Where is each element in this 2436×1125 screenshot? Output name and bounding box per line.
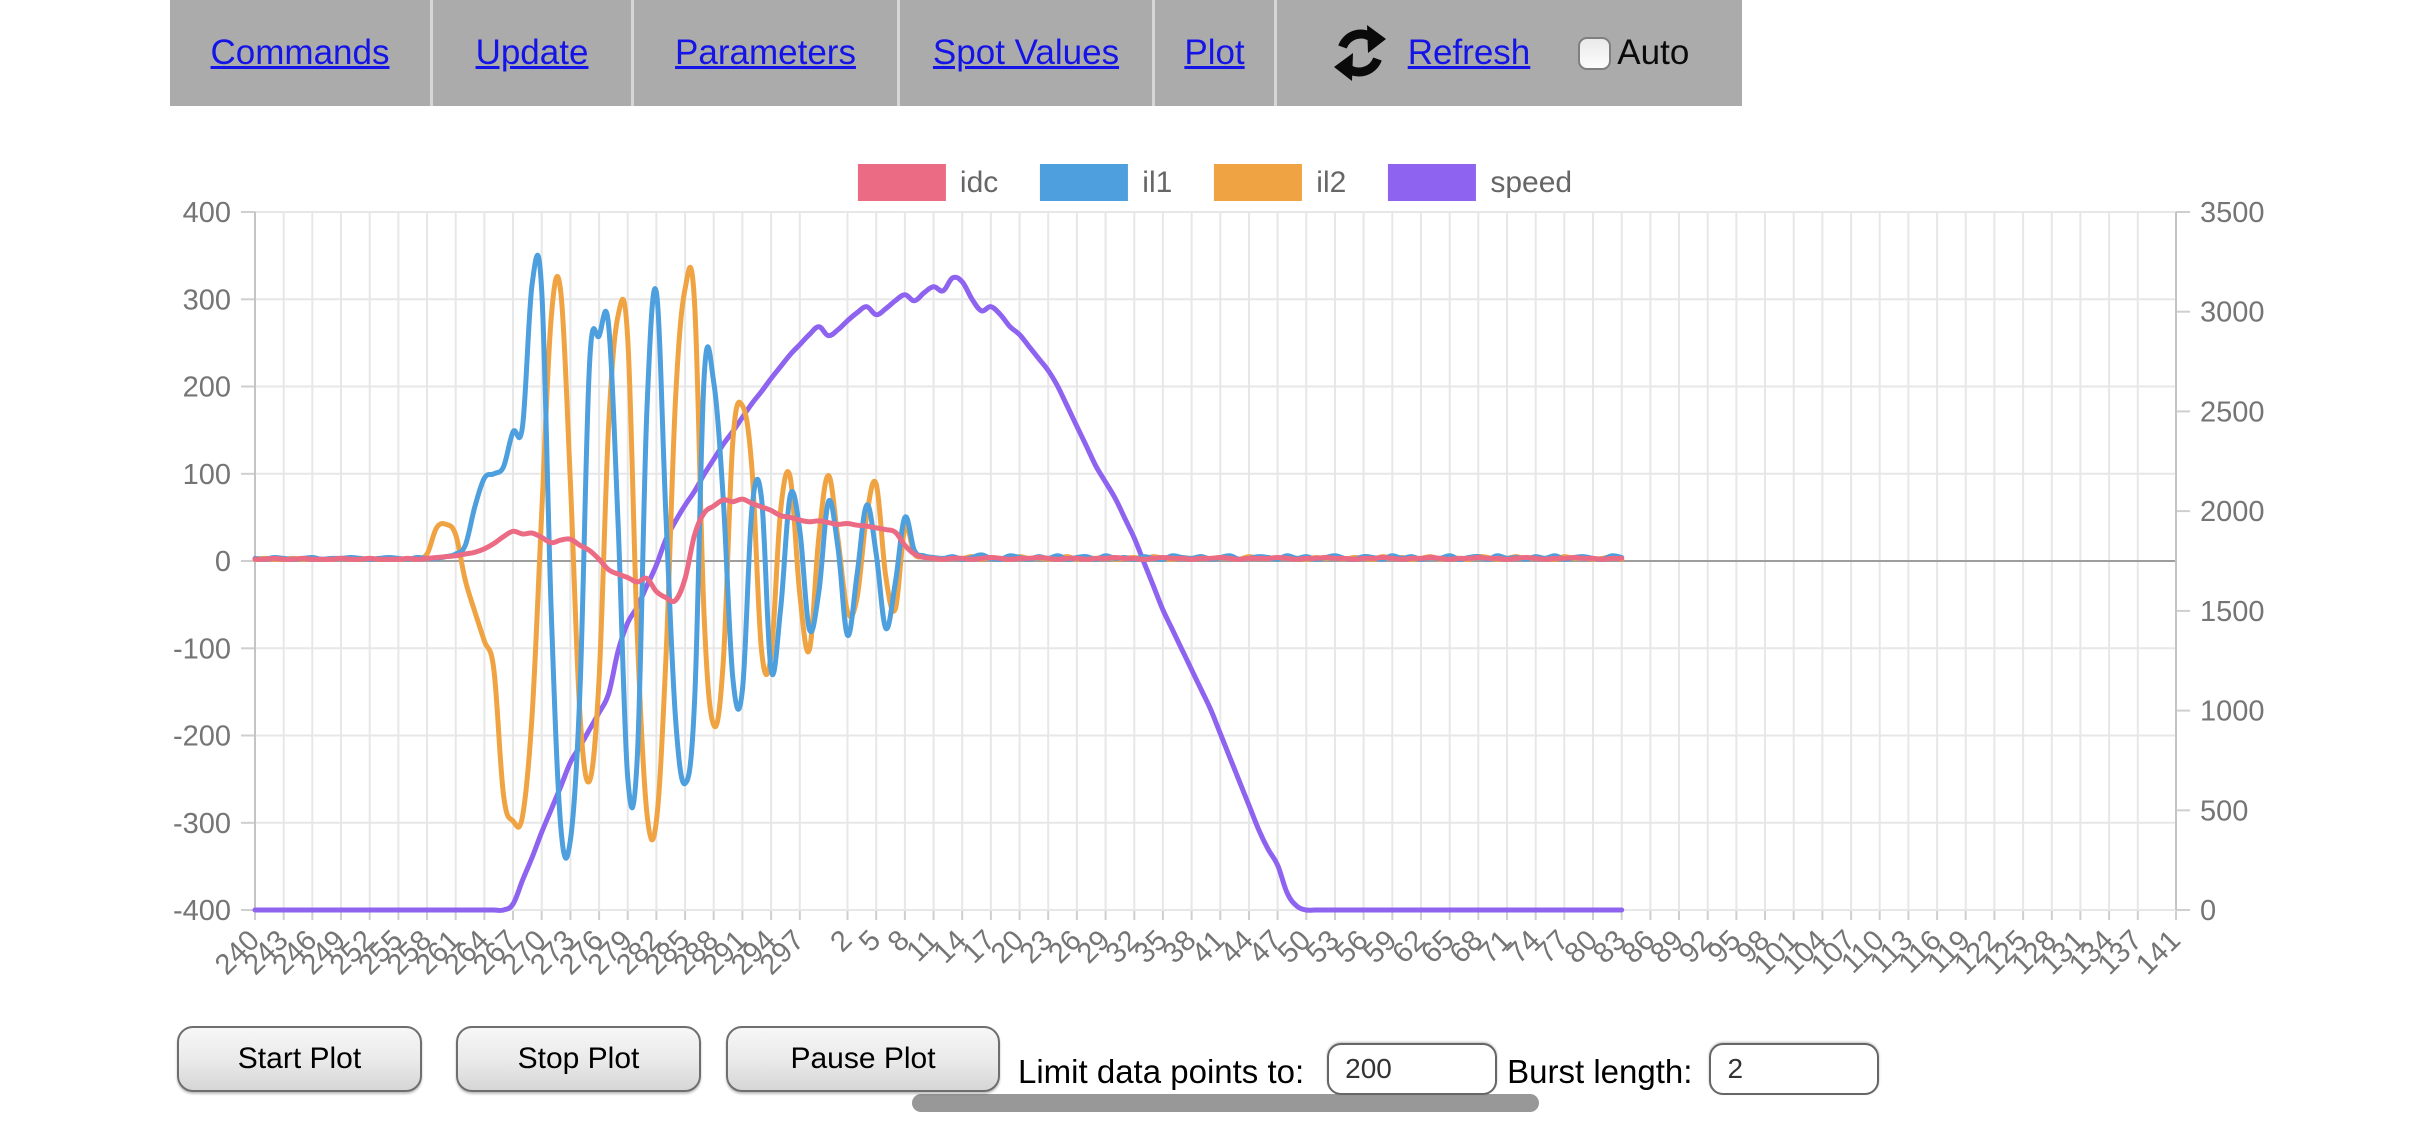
svg-text:0: 0: [2200, 895, 2216, 927]
legend-item-speed[interactable]: speed: [1388, 164, 1572, 201]
chart-legend: idc il1 il2 speed: [857, 164, 1572, 201]
svg-text:3000: 3000: [2200, 297, 2265, 329]
svg-text:300: 300: [183, 284, 231, 316]
legend-swatch-il2: [1214, 164, 1303, 201]
svg-text:-200: -200: [173, 721, 231, 753]
nav-refresh-cell: Refresh Auto: [1277, 0, 1742, 106]
svg-text:3500: 3500: [2200, 197, 2265, 229]
start-plot-button[interactable]: Start Plot: [177, 1026, 422, 1092]
legend-label-il1: il1: [1142, 165, 1173, 199]
refresh-icon[interactable]: [1330, 23, 1390, 83]
plot-link[interactable]: Plot: [1184, 33, 1245, 72]
svg-text:2000: 2000: [2200, 496, 2265, 528]
svg-text:1500: 1500: [2200, 596, 2265, 628]
navbar: Commands Update Parameters Spot Values P…: [170, 0, 1742, 106]
burst-length-label: Burst length:: [1507, 1053, 1693, 1090]
stop-plot-button[interactable]: Stop Plot: [456, 1026, 701, 1092]
burst-length-input[interactable]: [1709, 1043, 1880, 1095]
legend-swatch-il1: [1040, 164, 1129, 201]
svg-text:2500: 2500: [2200, 396, 2265, 428]
legend-label-speed: speed: [1490, 165, 1573, 199]
auto-label: Auto: [1617, 33, 1690, 72]
legend-item-il1[interactable]: il1: [1040, 164, 1172, 201]
svg-text:500: 500: [2200, 795, 2248, 827]
limit-data-points-input[interactable]: [1327, 1043, 1498, 1095]
legend-item-il2[interactable]: il2: [1214, 164, 1346, 201]
svg-text:-100: -100: [173, 633, 231, 665]
svg-text:-400: -400: [173, 895, 231, 927]
legend-swatch-speed: [1388, 164, 1477, 201]
nav-item-plot[interactable]: Plot: [1155, 0, 1277, 106]
nav-item-parameters[interactable]: Parameters: [634, 0, 900, 106]
svg-text:-300: -300: [173, 808, 231, 840]
spot-values-link[interactable]: Spot Values: [932, 33, 1120, 72]
legend-item-idc[interactable]: idc: [857, 164, 999, 201]
svg-text:200: 200: [183, 372, 231, 404]
plot-controls: Start Plot Stop Plot Pause Plot Limit da…: [177, 1026, 1880, 1095]
auto-checkbox[interactable]: [1578, 36, 1612, 70]
svg-text:5: 5: [853, 924, 887, 958]
legend-swatch-idc: [857, 164, 946, 201]
svg-text:1000: 1000: [2200, 696, 2265, 728]
pause-plot-button[interactable]: Pause Plot: [726, 1026, 1000, 1092]
nav-item-update[interactable]: Update: [433, 0, 634, 106]
refresh-link[interactable]: Refresh: [1407, 33, 1531, 72]
commands-link[interactable]: Commands: [210, 33, 390, 72]
update-link[interactable]: Update: [475, 33, 589, 72]
svg-text:141: 141: [2130, 924, 2187, 981]
svg-text:100: 100: [183, 459, 231, 491]
limit-data-points-label: Limit data points to:: [1018, 1053, 1305, 1090]
legend-label-il2: il2: [1316, 165, 1347, 199]
svg-text:400: 400: [183, 197, 231, 229]
horizontal-scrollbar-thumb[interactable]: [912, 1094, 1539, 1112]
svg-text:2: 2: [824, 924, 858, 958]
legend-label-idc: idc: [959, 165, 999, 199]
svg-text:0: 0: [215, 546, 231, 578]
nav-item-spot-values[interactable]: Spot Values: [900, 0, 1155, 106]
nav-item-commands[interactable]: Commands: [170, 0, 433, 106]
parameters-link[interactable]: Parameters: [675, 33, 856, 72]
